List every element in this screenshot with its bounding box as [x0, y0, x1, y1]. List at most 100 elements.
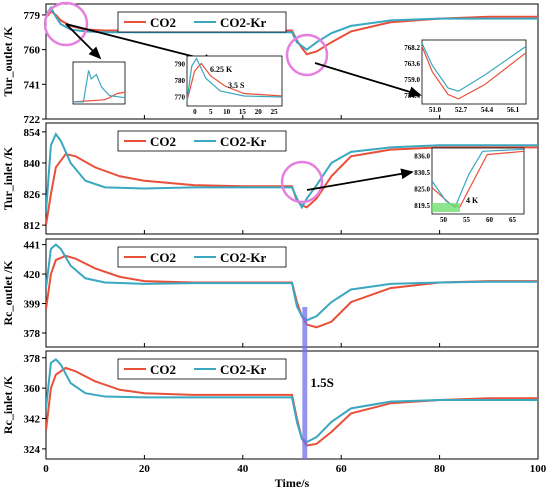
overlays-group: 0 5 10 15 20 25 770 780 790 6.25 K 3.5 S 51.0 52.7 54…: [43, 1, 527, 224]
series-line-co2kr: [46, 358, 538, 444]
panels-group: 722 741 760 779 Tur_outlet /K CO2 CO2-Kr 812 826…: [1, 3, 539, 460]
inset-line-co2: [421, 46, 527, 100]
legend-label-co2kr: CO2-Kr: [220, 362, 266, 377]
legend-label-co2: CO2: [150, 134, 176, 149]
pointer-arrow: [65, 23, 102, 60]
inset-green-box: [432, 203, 460, 212]
legend: CO2 CO2-Kr: [117, 11, 287, 33]
legend-label-co2kr: CO2-Kr: [220, 134, 266, 149]
inset-label-delta: 4 K: [466, 196, 479, 205]
y-tick-label: 722: [24, 114, 41, 126]
legend-label-co2kr: CO2-Kr: [220, 15, 266, 30]
inset-frame: [186, 55, 283, 107]
panel-4: 324 342 360 378 Rc_inlet /K CO2 CO2-Kr: [1, 350, 539, 460]
band-annotation: 1.5S: [310, 375, 333, 390]
inset-x-tick: 54.4: [481, 106, 494, 114]
x-axis-title: Time/s: [275, 476, 310, 490]
inset-dip-outlet: 51.0 52.7 54.4 56.1 754.4 759.0 763.6 768.2: [404, 39, 527, 114]
x-tick-label: 20: [139, 463, 151, 475]
inset-label-delta: 6.25 K: [210, 65, 233, 74]
series-line-co2: [46, 366, 538, 447]
inset-line-co2kr: [186, 57, 283, 102]
y-axis-title: Tur_outlet /K: [1, 26, 15, 97]
inset-y-tick: 763.6: [404, 60, 420, 68]
inset-y-tick: 836.0: [414, 152, 430, 160]
series-line-co2kr: [46, 132, 538, 212]
inset-frame: [72, 61, 126, 105]
inset-frame: [421, 39, 527, 105]
y-tick-label: 741: [24, 79, 41, 91]
y-tick-label: 779: [24, 10, 41, 22]
x-tick-label: 80: [434, 463, 446, 475]
y-tick-label: 342: [24, 414, 41, 426]
y-tick-label: 420: [24, 269, 41, 281]
panel-frame: [45, 238, 539, 348]
y-tick-label: 760: [24, 45, 41, 57]
y-tick-label: 324: [24, 444, 41, 456]
legend-label-co2: CO2: [150, 362, 176, 377]
inset-y-tick: 830.5: [414, 169, 430, 177]
inset-initial: 0 5 10 15 20 25 770 780 790 6.25 K 3.5 S: [175, 55, 283, 116]
y-axis-title: Rc_inlet /K: [1, 375, 15, 434]
y-tick-label: 840: [24, 158, 41, 170]
inset-line-co2kr: [73, 70, 126, 103]
legend: CO2 CO2-Kr: [117, 246, 287, 268]
panel-frame: [45, 3, 539, 120]
pointer-arrow: [314, 62, 422, 98]
inset-y-tick: 759.0: [404, 76, 420, 84]
inset-line-co2: [72, 91, 126, 103]
legend-label-co2: CO2: [150, 15, 176, 30]
x-tick-label: 100: [530, 463, 547, 475]
inset-y-tick: 770: [175, 94, 186, 102]
inset-y-tick: 825.0: [414, 185, 430, 193]
legend-label-co2kr: CO2-Kr: [220, 250, 266, 265]
inset-x-tick: 5: [209, 108, 213, 116]
inset-y-tick: 768.2: [404, 44, 420, 52]
inset-x-tick: 60: [486, 216, 494, 224]
legend: CO2 CO2-Kr: [117, 130, 287, 152]
y-tick-label: 441: [24, 240, 41, 252]
inset-line-co2kr: [431, 148, 525, 209]
panel-2: 812 826 840 854 Tur_inlet /K CO2 CO2-Kr: [1, 122, 539, 235]
series-line-co2: [46, 146, 538, 226]
inset-y-tick: 780: [175, 77, 186, 85]
inset-y-tick: 790: [175, 60, 186, 68]
panel-1: 722 741 760 779 Tur_outlet /K CO2 CO2-Kr: [1, 3, 539, 126]
inset-x-tick: 20: [255, 108, 263, 116]
x-axis: 0 20 40 60 80 100: [43, 463, 547, 475]
series-line-co2kr: [46, 243, 538, 322]
y-axis-title: Tur_inlet /K: [1, 146, 15, 210]
inset-line-co2: [186, 62, 283, 102]
x-tick-label: 0: [43, 463, 49, 475]
highlight-circle-dip: [285, 33, 329, 77]
inset-y-tick: 819.5: [414, 202, 430, 210]
panel-frame: [45, 122, 539, 235]
y-tick-label: 378: [24, 328, 41, 340]
time-band: [302, 307, 308, 459]
y-axis-title: Rc_outlet /K: [1, 260, 15, 326]
inset-x-tick: 51.0: [429, 106, 442, 114]
inset-x-tick: 52.7: [455, 106, 468, 114]
y-tick-label: 360: [24, 383, 41, 395]
y-tick-label: 378: [24, 353, 41, 365]
inset-x-tick: 55: [463, 216, 471, 224]
pointer-arrow: [306, 168, 414, 191]
y-tick-label: 854: [24, 127, 41, 139]
legend-label-co2: CO2: [150, 250, 176, 265]
panel-3: 378 399 420 441 Rc_outlet /K CO2 CO2-Kr: [1, 238, 539, 348]
inset-x-tick: 10: [223, 108, 231, 116]
inset-x-tick: 65: [509, 216, 517, 224]
inset-line-co2kr: [421, 42, 527, 92]
inset-x-tick: 15: [239, 108, 247, 116]
y-tick-label: 399: [24, 299, 41, 311]
inset-x-tick: 50: [440, 216, 448, 224]
y-tick-label: 812: [24, 220, 41, 232]
inset-x-tick: 0: [193, 108, 197, 116]
highlight-circle-dip-2: [280, 160, 324, 204]
inset-y-tick: 754.4: [404, 92, 420, 100]
y-tick-label: 826: [24, 189, 41, 201]
x-tick-label: 60: [336, 463, 348, 475]
inset-start-small: [72, 61, 126, 105]
legend: CO2 CO2-Kr: [117, 358, 287, 380]
